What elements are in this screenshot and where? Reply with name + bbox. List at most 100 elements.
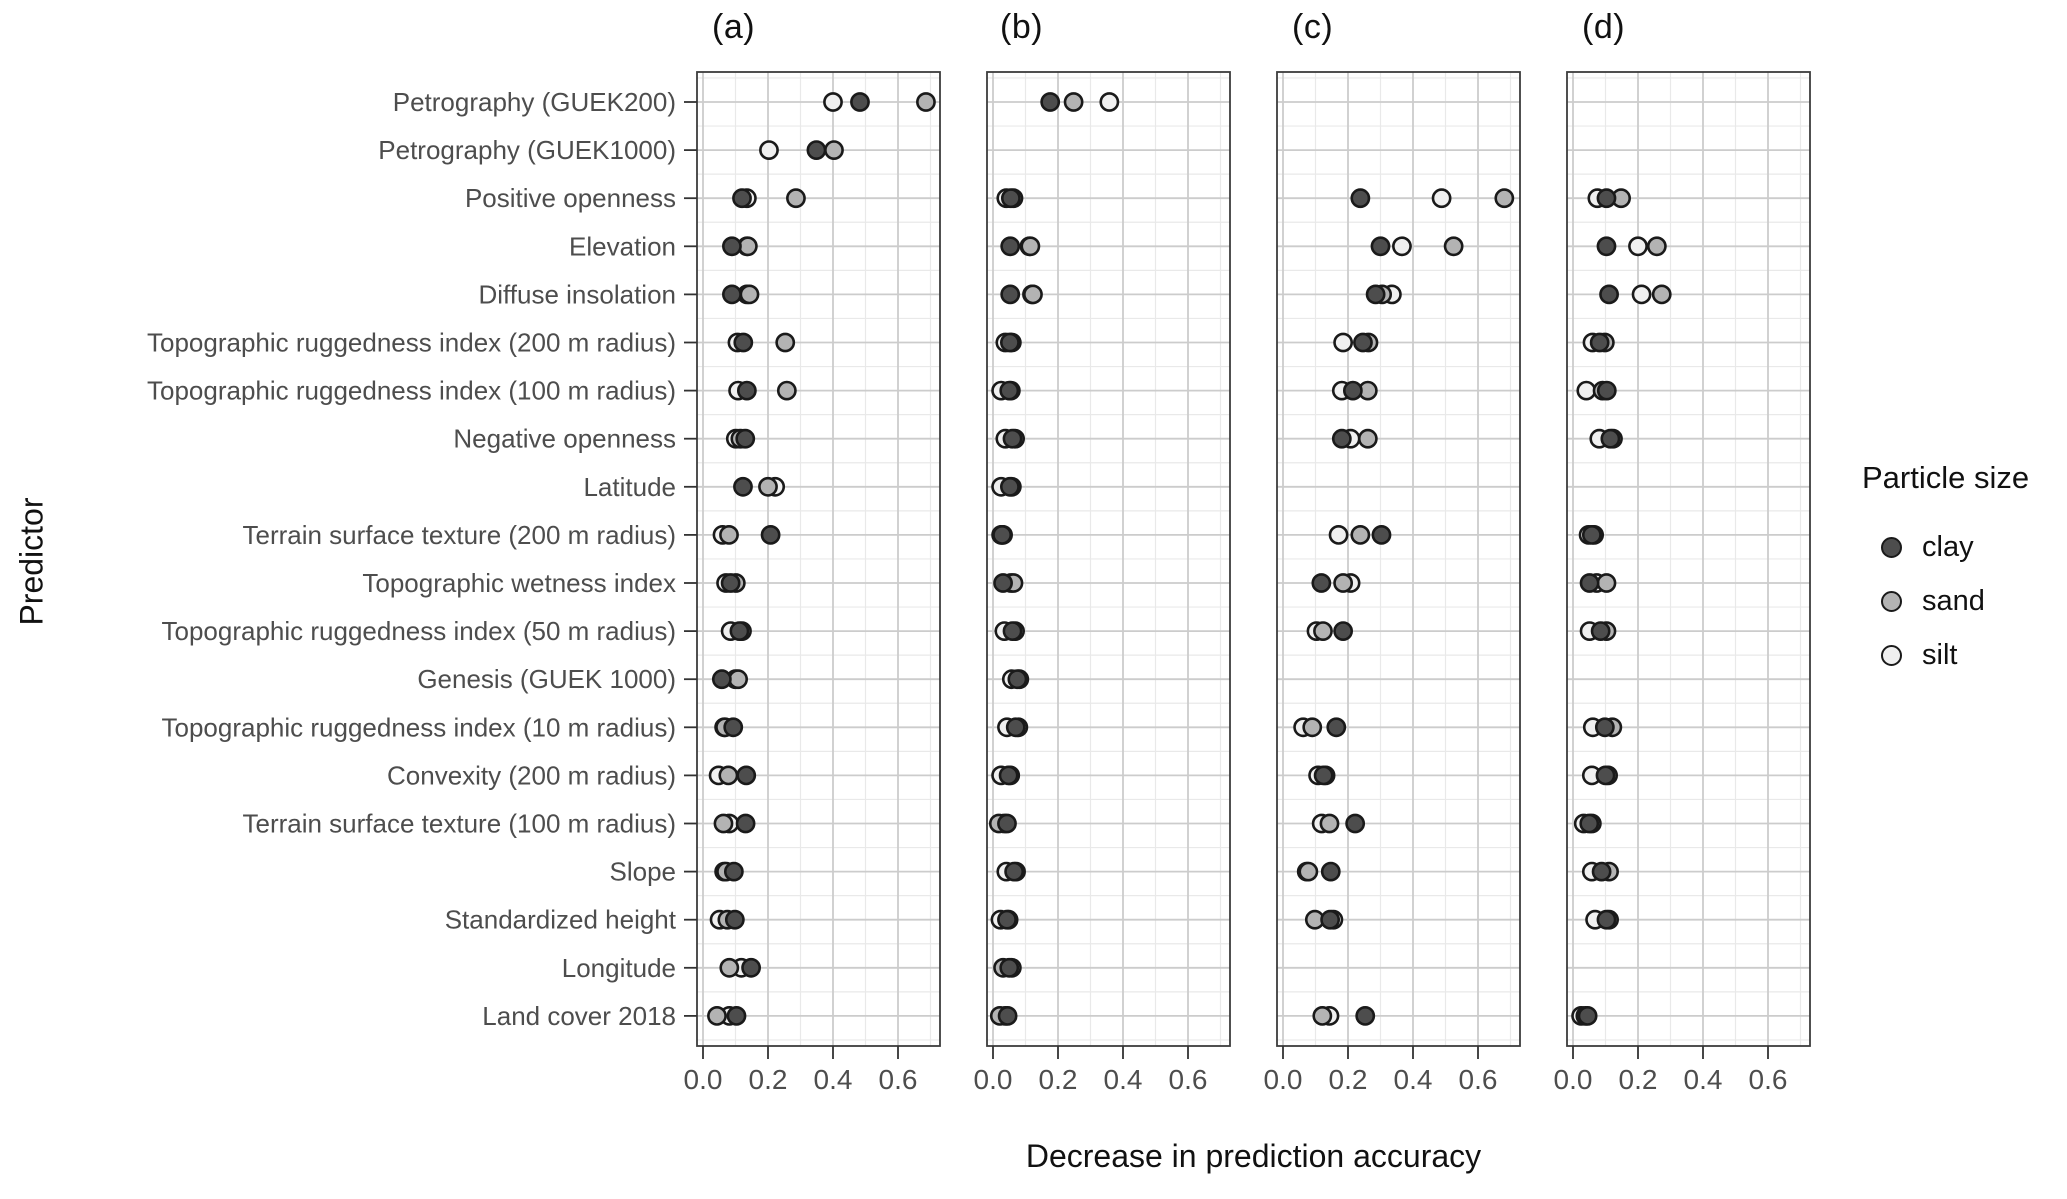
legend-entry-clay: clay xyxy=(1862,520,2029,574)
data-point-silt xyxy=(1628,236,1648,257)
data-point-clay xyxy=(1579,813,1600,834)
data-point-silt xyxy=(1631,284,1652,305)
data-point-clay xyxy=(1365,284,1386,305)
data-point-silt xyxy=(823,92,843,112)
data-point-clay xyxy=(724,909,745,930)
data-point-clay xyxy=(1371,525,1392,545)
data-point-clay xyxy=(1331,428,1352,449)
data-point-clay xyxy=(1591,861,1612,882)
data-point-clay xyxy=(1345,813,1366,834)
data-point-clay xyxy=(711,669,732,690)
data-point-clay xyxy=(997,1006,1018,1026)
data-point-clay xyxy=(726,1006,747,1026)
data-point-clay xyxy=(741,957,762,978)
data-point-clay xyxy=(1333,621,1354,642)
data-point-sand xyxy=(1646,236,1667,257)
data-point-clay xyxy=(1589,332,1610,353)
data-point-clay xyxy=(1320,909,1341,930)
data-point-sand xyxy=(1596,573,1617,593)
data-point-silt xyxy=(759,140,779,161)
y-tick-label: Terrain surface texture (200 m radius) xyxy=(242,520,676,550)
panel-border xyxy=(696,71,941,1047)
data-point-silt xyxy=(1431,188,1452,209)
data-point-clay xyxy=(1342,380,1363,401)
data-point-clay xyxy=(1596,188,1617,209)
panel-border xyxy=(1566,71,1811,1047)
data-point-clay xyxy=(1350,188,1371,209)
y-tick-label: Positive openness xyxy=(465,183,676,213)
y-axis-title: Predictor xyxy=(13,497,50,626)
y-tick-label: Topographic ruggedness index (50 m radiu… xyxy=(161,616,676,646)
data-point-sand xyxy=(1302,717,1323,738)
data-point-sand xyxy=(786,188,806,209)
y-tick-label: Petrography (GUEK200) xyxy=(393,87,676,117)
data-point-clay xyxy=(722,236,742,257)
data-point-clay xyxy=(1005,717,1026,738)
data-point-sand xyxy=(718,765,739,786)
y-tick-label: Petrography (GUEK1000) xyxy=(378,135,676,165)
data-point-silt xyxy=(1333,332,1354,353)
x-tick-label: 0.2 xyxy=(1039,1064,1078,1095)
y-tick-label: Elevation xyxy=(569,231,676,261)
data-point-sand xyxy=(737,236,758,257)
data-point-clay xyxy=(1596,380,1617,401)
x-tick-label: 0.6 xyxy=(1459,1064,1498,1095)
data-point-clay xyxy=(1004,861,1025,882)
y-tick-label: Slope xyxy=(610,857,677,887)
x-tick-label: 0.0 xyxy=(974,1064,1013,1095)
data-point-clay xyxy=(1320,861,1341,882)
x-axis-title: Decrease in prediction accuracy xyxy=(1025,1138,1482,1174)
data-point-clay xyxy=(999,380,1020,401)
x-tick-label: 0.2 xyxy=(1619,1064,1658,1095)
y-tick-label: Terrain surface texture (100 m radius) xyxy=(242,809,676,839)
x-tick-label: 0.0 xyxy=(684,1064,723,1095)
data-point-clay xyxy=(1577,1006,1598,1026)
data-point-sand xyxy=(1312,1006,1333,1026)
x-tick-label: 0.4 xyxy=(814,1064,853,1095)
data-point-clay xyxy=(992,525,1013,545)
y-tick-label: Topographic ruggedness index (10 m radiu… xyxy=(161,712,676,742)
data-point-clay xyxy=(733,476,753,497)
y-tick-label: Standardized height xyxy=(445,905,677,935)
facet-label-a: (a) xyxy=(712,8,756,46)
data-point-clay xyxy=(850,92,870,112)
y-tick-label: Topographic ruggedness index (100 m radi… xyxy=(147,376,676,406)
data-point-clay xyxy=(1594,717,1615,738)
x-tick-label: 0.0 xyxy=(1554,1064,1593,1095)
data-point-clay xyxy=(1000,236,1021,257)
data-point-silt xyxy=(1576,380,1597,401)
data-point-clay xyxy=(806,140,827,161)
y-tick-label: Topographic ruggedness index (200 m radi… xyxy=(147,328,676,358)
y-tick-label: Topographic wetness index xyxy=(362,568,676,598)
x-tick-label: 0.2 xyxy=(749,1064,788,1095)
data-point-clay xyxy=(1595,765,1616,786)
data-point-clay xyxy=(997,909,1017,930)
legend: Particle size clay sand silt xyxy=(1862,460,2029,682)
data-point-clay xyxy=(1600,428,1621,449)
x-tick-label: 0.6 xyxy=(879,1064,918,1095)
data-point-sand xyxy=(1319,813,1340,834)
data-point-clay xyxy=(720,573,741,593)
data-point-clay xyxy=(729,621,750,642)
legend-label-silt: silt xyxy=(1922,638,1958,671)
data-point-clay xyxy=(1000,476,1020,497)
y-tick-label: Land cover 2018 xyxy=(482,1001,676,1031)
data-point-sand xyxy=(1313,621,1333,642)
data-point-clay xyxy=(1002,621,1023,642)
data-point-clay xyxy=(997,813,1017,834)
x-tick-label: 0.0 xyxy=(1264,1064,1303,1095)
data-point-sand xyxy=(775,332,796,353)
data-point-clay xyxy=(1596,909,1617,930)
x-tick-label: 0.6 xyxy=(1169,1064,1208,1095)
data-point-sand xyxy=(719,957,740,978)
data-point-clay xyxy=(1599,284,1619,305)
data-point-sand xyxy=(1063,92,1084,112)
panel-border xyxy=(986,71,1231,1047)
data-point-clay xyxy=(723,717,744,738)
x-tick-label: 0.4 xyxy=(1684,1064,1723,1095)
data-point-clay xyxy=(1040,92,1061,112)
y-tick-label: Negative openness xyxy=(453,424,676,454)
facet-label-c: (c) xyxy=(1292,8,1334,46)
legend-title: Particle size xyxy=(1862,460,2030,495)
